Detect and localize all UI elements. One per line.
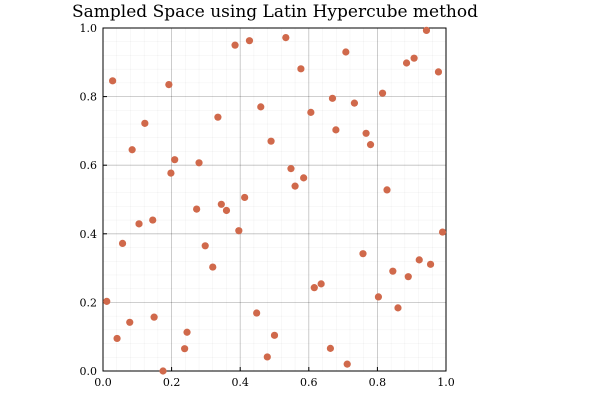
data-point [183, 328, 191, 336]
data-point [291, 182, 299, 190]
data-point [201, 242, 209, 250]
data-point [159, 367, 167, 375]
plot-frame [102, 27, 447, 372]
data-point [222, 206, 231, 215]
data-point [300, 174, 308, 182]
data-point [217, 200, 225, 208]
data-point [109, 77, 117, 85]
data-point [253, 309, 261, 317]
x-tick-label: 1.0 [437, 376, 455, 389]
data-point [410, 54, 418, 62]
data-point [326, 344, 335, 352]
data-point [118, 239, 127, 248]
data-point [103, 297, 111, 305]
major-grid [103, 28, 446, 371]
y-tick-label: 0.6 [80, 159, 98, 172]
data-point [135, 220, 143, 228]
data-point [214, 113, 222, 121]
x-tick-label: 0.0 [94, 376, 112, 389]
data-point [415, 256, 423, 264]
y-tick-label: 0.8 [80, 91, 98, 104]
data-point [113, 334, 121, 343]
data-point [404, 273, 412, 281]
data-point [426, 260, 435, 268]
data-point [257, 103, 265, 111]
y-tick-label: 1.0 [80, 22, 98, 35]
x-tick-label: 0.6 [300, 376, 318, 389]
data-point [297, 65, 305, 73]
x-tick-label: 0.2 [163, 376, 181, 389]
data-point [366, 141, 375, 149]
x-axis: 0.0 0.2 0.4 0.6 0.8 1.0 [94, 367, 455, 389]
data-point [434, 68, 443, 76]
data-point [287, 165, 295, 173]
data-point [438, 228, 447, 236]
data-point [195, 159, 203, 167]
data-points [103, 26, 447, 375]
data-point [128, 146, 136, 154]
data-point [310, 284, 318, 292]
data-point [402, 59, 411, 67]
data-point [422, 26, 431, 35]
data-point [350, 99, 359, 107]
data-point [307, 108, 315, 116]
data-point [171, 156, 179, 164]
data-point [241, 193, 249, 202]
y-axis: 0.0 0.2 0.4 0.6 0.8 1.0 [80, 22, 107, 378]
plot-background [103, 28, 446, 371]
data-point [389, 267, 397, 275]
data-point [245, 37, 254, 45]
data-point [342, 48, 350, 56]
data-point [263, 353, 271, 361]
data-point [141, 119, 149, 127]
data-point [282, 34, 290, 42]
data-point [209, 263, 217, 271]
data-point [343, 360, 351, 368]
minor-grid [103, 28, 446, 371]
data-point [394, 304, 402, 312]
y-tick-label: 0.2 [80, 296, 98, 309]
data-point [231, 41, 239, 49]
data-point [374, 293, 383, 301]
y-tick-label: 0.0 [80, 365, 98, 378]
data-point [165, 80, 173, 89]
data-point [181, 345, 189, 353]
data-point [270, 331, 279, 339]
data-point [150, 313, 158, 321]
data-point [332, 126, 340, 134]
chart-title: Sampled Space using Latin Hypercube meth… [72, 2, 478, 22]
y-tick-label: 0.4 [80, 228, 98, 241]
data-point [359, 250, 367, 258]
data-point [167, 169, 175, 177]
data-point [126, 318, 134, 326]
data-point [235, 227, 243, 235]
x-tick-label: 0.8 [369, 376, 387, 389]
data-point [328, 94, 337, 102]
data-point [317, 280, 325, 288]
data-point [193, 205, 201, 213]
data-point [149, 216, 157, 224]
data-point [383, 186, 391, 194]
data-point [267, 137, 275, 145]
data-point [378, 89, 387, 97]
x-tick-label: 0.4 [231, 376, 249, 389]
data-point [362, 129, 370, 137]
